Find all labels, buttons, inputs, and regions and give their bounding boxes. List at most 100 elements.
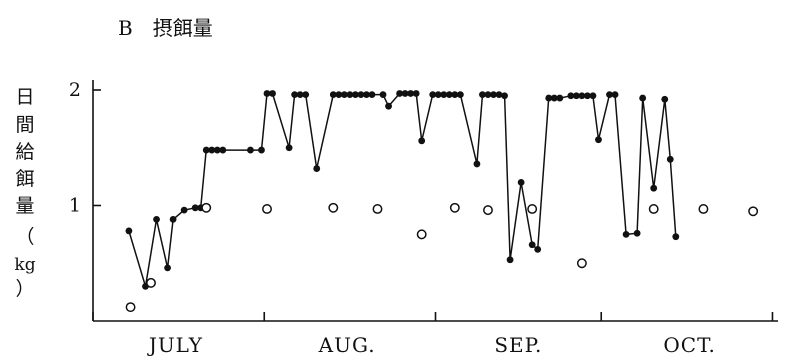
- data-point-open: [648, 204, 659, 214]
- data-point-filled: [169, 215, 177, 223]
- data-point-filled: [313, 165, 321, 172]
- data-point-filled: [368, 91, 376, 99]
- data-point-filled: [622, 230, 630, 238]
- data-point-filled: [567, 92, 575, 100]
- data-point-filled: [639, 94, 647, 102]
- data-point-filled: [164, 264, 171, 272]
- data-point-filled: [584, 92, 591, 100]
- month-label: SEP.: [494, 333, 542, 357]
- data-point-filled: [385, 102, 392, 110]
- data-point-filled: [412, 90, 420, 97]
- data-point-filled: [202, 146, 210, 154]
- data-point-open: [201, 202, 212, 213]
- data-point-filled: [440, 91, 448, 99]
- data-point-open: [527, 204, 538, 214]
- series-0: [125, 90, 680, 290]
- data-point-filled: [517, 179, 525, 186]
- data-point-filled: [351, 91, 359, 99]
- panel-title: B 摂餌量: [118, 16, 213, 40]
- data-point-filled: [650, 184, 658, 192]
- ylabel-char: 量: [15, 195, 34, 217]
- data-point-filled: [429, 91, 437, 99]
- data-point-filled: [191, 204, 199, 212]
- month-label: OCT.: [663, 333, 715, 357]
- data-point-filled: [495, 91, 503, 99]
- data-point-filled: [269, 90, 276, 97]
- data-point-filled: [595, 136, 602, 144]
- data-point-filled: [285, 144, 293, 152]
- ylabel-char: 日: [15, 86, 34, 108]
- data-point-filled: [418, 137, 426, 145]
- data-point-open: [146, 277, 156, 288]
- series-line: [128, 92, 677, 288]
- data-point-filled: [633, 229, 641, 237]
- data-point-open: [416, 229, 427, 240]
- data-point-filled: [219, 146, 227, 154]
- data-point-filled: [451, 91, 459, 99]
- month-label: AUG.: [318, 333, 376, 357]
- data-point-filled: [456, 91, 464, 99]
- data-point-filled: [545, 94, 553, 102]
- data-point-filled: [153, 215, 160, 223]
- data-point-open: [748, 206, 759, 217]
- y-tick-label: 2: [69, 79, 81, 101]
- ylabel-char: 間: [15, 114, 34, 136]
- data-point-filled: [363, 91, 370, 99]
- y-tick-label: 1: [69, 195, 81, 217]
- data-point-open: [449, 202, 460, 213]
- data-point-filled: [340, 91, 348, 99]
- data-point-filled: [611, 91, 619, 99]
- data-point-filled: [556, 94, 564, 102]
- data-point-filled: [528, 241, 536, 249]
- data-point-filled: [473, 160, 481, 168]
- data-point-filled: [258, 146, 265, 154]
- data-point-filled: [329, 91, 337, 99]
- plot-area: [125, 90, 759, 313]
- data-point-filled: [490, 91, 497, 99]
- data-point-filled: [434, 91, 442, 99]
- data-point-open: [576, 258, 587, 269]
- data-point-filled: [407, 90, 415, 97]
- data-point-filled: [484, 91, 492, 99]
- data-point-open: [328, 202, 339, 213]
- data-point-filled: [396, 90, 403, 97]
- data-point-filled: [479, 91, 486, 99]
- data-point-filled: [125, 227, 133, 235]
- data-point-filled: [335, 91, 343, 99]
- data-point-filled: [247, 146, 254, 154]
- data-point-open: [262, 204, 272, 214]
- ylabel-char: ）: [15, 278, 34, 300]
- data-point-open: [125, 302, 136, 313]
- data-point-filled: [263, 90, 271, 97]
- data-point-filled: [357, 91, 365, 99]
- data-point-filled: [506, 256, 514, 264]
- data-point-filled: [550, 94, 558, 102]
- data-point-filled: [401, 90, 409, 97]
- data-point-filled: [572, 92, 580, 100]
- data-point-filled: [180, 206, 188, 214]
- series-1: [125, 202, 759, 313]
- data-point-filled: [291, 91, 299, 99]
- ylabel-char: 給: [15, 141, 34, 163]
- data-point-filled: [589, 92, 597, 100]
- data-point-filled: [606, 91, 613, 99]
- axes: 1 2 JULY AUG. SEP. OCT.: [69, 79, 778, 357]
- data-point-open: [698, 204, 709, 214]
- ylabel-char: （: [15, 226, 34, 248]
- ylabel-char: 餌: [15, 168, 34, 190]
- data-point-filled: [661, 95, 669, 103]
- data-point-filled: [296, 91, 304, 99]
- data-point-filled: [213, 146, 221, 154]
- data-point-filled: [445, 91, 453, 99]
- data-point-filled: [208, 146, 216, 154]
- data-point-filled: [501, 92, 508, 100]
- data-point-filled: [666, 155, 674, 163]
- data-point-filled: [672, 233, 680, 241]
- month-label: JULY: [147, 333, 203, 357]
- data-point-open: [372, 204, 383, 214]
- data-point-filled: [346, 91, 354, 99]
- ylabel-char: kg: [14, 255, 35, 275]
